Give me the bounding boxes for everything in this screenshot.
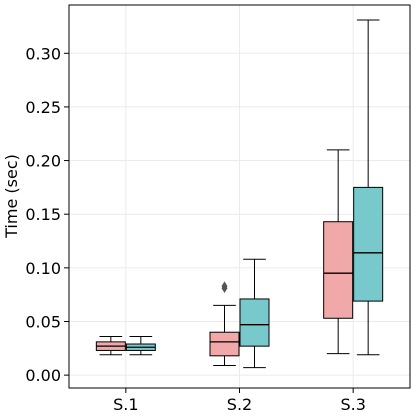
box-iqr [353, 186, 384, 302]
y-tick-label: 0.15 [25, 205, 61, 224]
box-iqr [209, 331, 240, 357]
box-iqr [239, 298, 270, 347]
y-tick-label: 0.25 [25, 98, 61, 117]
box-group [125, 336, 156, 356]
y-tick-label: 0.05 [25, 312, 61, 331]
x-tick-label: S.1 [113, 395, 138, 413]
x-tick-label: S.3 [340, 395, 365, 413]
x-tick-label: S.2 [227, 395, 252, 413]
box-iqr [323, 221, 354, 319]
box-group [353, 19, 384, 356]
y-tick-label: 0.00 [25, 366, 61, 385]
box-group [95, 336, 126, 356]
y-tick-label: 0.10 [25, 259, 61, 278]
grid-layer [69, 5, 410, 388]
outlier-point [221, 281, 228, 291]
y-axis-title: Time (sec) [2, 154, 21, 239]
box-layer [95, 19, 384, 369]
box-group [209, 281, 240, 366]
y-tick-label: 0.30 [25, 44, 61, 63]
y-tick-label: 0.20 [25, 152, 61, 171]
axis-layer: 0.00 0.05 0.10 0.15 0.20 0.25 0.30 S.1 S.2 S.3 [25, 44, 366, 414]
box-group [323, 149, 354, 355]
box-group [239, 258, 270, 369]
